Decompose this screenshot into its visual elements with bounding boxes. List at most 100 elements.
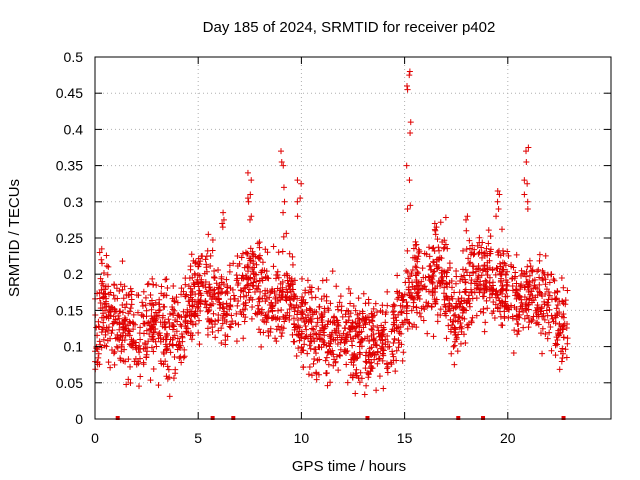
data-point: [343, 319, 350, 326]
y-axis-label: SRMTID / TECUs: [6, 179, 23, 297]
data-point: [273, 338, 280, 345]
data-point: [368, 310, 375, 317]
data-point: [485, 240, 492, 247]
data-point: [247, 274, 254, 281]
data-point: [194, 276, 201, 283]
data-point: [434, 265, 441, 272]
data-point: [196, 287, 203, 294]
y-tick-labels: 0 0.05 0.1 0.15 0.2 0.25 0.3 0.35 0.4 0.45 0.5: [56, 49, 83, 427]
data-point: [470, 270, 477, 277]
data-point: [169, 304, 176, 311]
data-point: [525, 306, 532, 313]
data-point: [216, 285, 223, 292]
data-point: [256, 244, 263, 251]
data-point: [269, 303, 276, 310]
x-tick-label: 15: [397, 430, 413, 446]
data-point: [268, 315, 275, 322]
data-point: [556, 366, 563, 373]
data-point: [289, 280, 296, 287]
data-point: [512, 289, 519, 296]
data-point: [311, 346, 318, 353]
data-point: [413, 304, 420, 311]
data-point: [278, 148, 285, 155]
data-point: [104, 327, 111, 334]
data-point: [163, 330, 170, 337]
data-point: [495, 206, 502, 213]
data-point: [229, 318, 236, 325]
data-point: [420, 317, 427, 324]
data-point: [376, 333, 383, 340]
data-point: [544, 271, 551, 278]
data-point: [286, 250, 293, 257]
data-point: [284, 289, 291, 296]
data-point: [184, 306, 191, 313]
data-point: [209, 328, 216, 335]
data-point: [391, 302, 398, 309]
data-point: [429, 292, 436, 299]
data-point: [288, 293, 295, 300]
data-point: [254, 302, 261, 309]
data-point: [399, 357, 406, 364]
data-point: [542, 331, 549, 338]
data-point: [382, 341, 389, 348]
data-point: [534, 319, 541, 326]
data-point: [469, 263, 476, 270]
data-point: [242, 272, 249, 279]
data-point: [101, 286, 108, 293]
data-point: [485, 227, 492, 234]
data-point: [269, 308, 276, 315]
data-point: [121, 346, 128, 353]
data-point: [539, 325, 546, 332]
data-point: [178, 359, 185, 366]
data-point: [463, 299, 470, 306]
data-point: [152, 338, 159, 345]
data-point: [250, 283, 257, 290]
data-point: [293, 352, 300, 359]
data-point: [413, 264, 420, 271]
data-point: [464, 324, 471, 331]
data-point: [468, 319, 475, 326]
data-point: [174, 335, 181, 342]
data-point: [534, 292, 541, 299]
data-point: [524, 198, 531, 205]
data-point: [139, 303, 146, 310]
data-point: [515, 311, 522, 318]
data-point: [518, 296, 525, 303]
data-point: [285, 282, 292, 289]
data-point: [178, 285, 185, 292]
data-point: [220, 301, 227, 308]
data-point: [337, 346, 344, 353]
data-point: [187, 266, 194, 273]
data-point: [227, 285, 234, 292]
data-point: [121, 336, 128, 343]
data-point: [454, 348, 461, 355]
data-point: [541, 316, 548, 323]
data-point: [258, 269, 265, 276]
data-point: [456, 289, 463, 296]
data-point: [116, 326, 123, 333]
data-point: [321, 309, 328, 316]
data-point: [481, 328, 488, 335]
data-point: [215, 317, 222, 324]
data-point: [163, 373, 170, 380]
data-point: [291, 320, 298, 327]
data-point: [96, 361, 103, 368]
data-point: [182, 281, 189, 288]
data-point: [307, 338, 314, 345]
data-point: [373, 309, 380, 316]
data-point: [484, 272, 491, 279]
data-point: [319, 324, 326, 331]
data-point: [498, 270, 505, 277]
data-point: [439, 239, 446, 246]
data-point: [416, 296, 423, 303]
data-point: [526, 272, 533, 279]
data-point: [536, 257, 543, 264]
y-tick-label: 0.25: [56, 230, 83, 246]
data-point: [313, 376, 320, 383]
data-point: [294, 177, 301, 184]
data-point: [344, 379, 351, 386]
data-point: [414, 283, 421, 290]
data-point: [142, 294, 149, 301]
data-point: [149, 334, 156, 341]
